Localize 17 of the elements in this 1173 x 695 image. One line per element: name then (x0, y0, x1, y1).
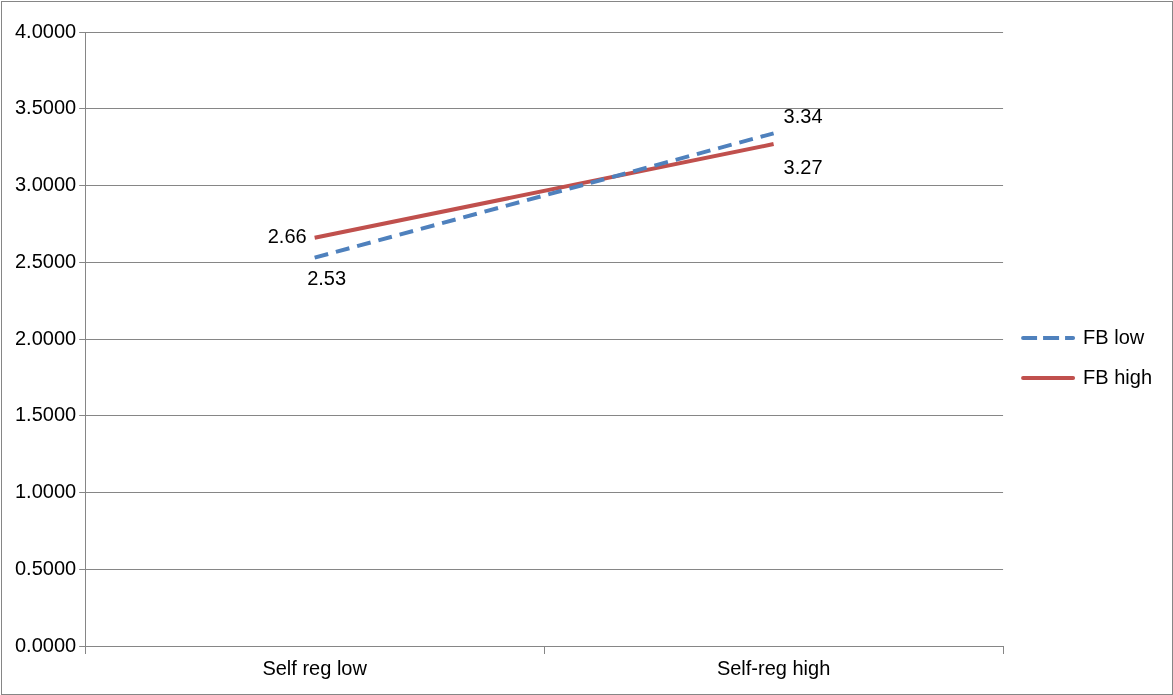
data-label: 3.27 (783, 155, 823, 178)
y-tick-label: 2.0000 (15, 326, 77, 349)
legend-label: FB high (1083, 365, 1153, 388)
y-tick-label: 0.0000 (15, 633, 77, 656)
y-tick-label: 2.5000 (15, 249, 77, 272)
data-label: 3.34 (783, 104, 823, 127)
y-tick-label: 1.0000 (15, 480, 77, 503)
x-tick-label: Self-reg high (716, 656, 831, 679)
x-tick-label: Self reg low (262, 656, 368, 679)
y-tick-label: 3.0000 (15, 173, 77, 196)
y-tick-label: 4.0000 (15, 19, 77, 42)
data-label: 2.53 (307, 267, 347, 290)
legend-label: FB low (1083, 325, 1145, 348)
y-tick-label: 0.5000 (15, 556, 77, 579)
data-label: 2.66 (267, 225, 307, 248)
y-tick-label: 3.5000 (15, 96, 77, 119)
y-tick-label: 1.5000 (15, 403, 77, 426)
